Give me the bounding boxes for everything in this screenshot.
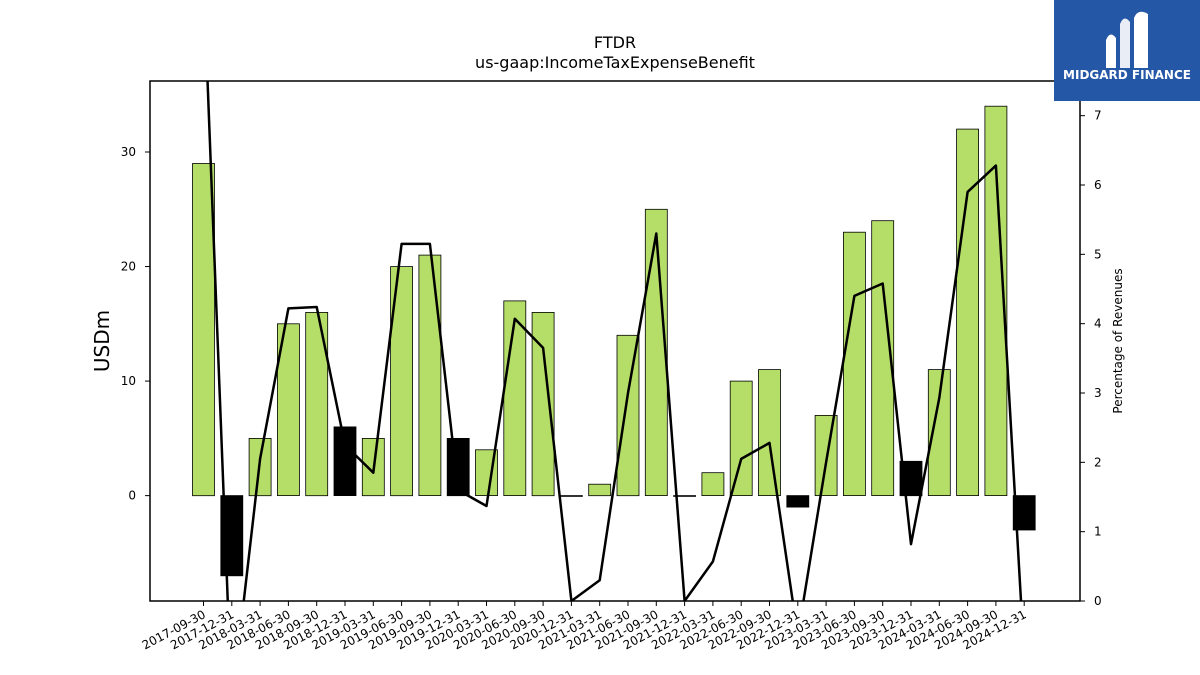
y-right-tick-label: 6: [1094, 178, 1102, 192]
y-right-tick-label: 3: [1094, 386, 1102, 400]
chart-title: FTDR: [594, 33, 636, 52]
bar-2017-09-30: [192, 163, 215, 497]
bar-2020-03-31: [475, 449, 498, 496]
bar-2024-06-30: [956, 128, 979, 497]
chart-subtitle: us-gaap:IncomeTaxExpenseBenefit: [475, 53, 755, 72]
y-right-tick-label: 7: [1094, 109, 1102, 123]
bar-2021-03-31: [588, 483, 612, 497]
x-axis: 2017-09-302017-12-312018-03-312018-06-30…: [140, 601, 1029, 652]
bar-2020-12-31: [560, 495, 583, 497]
bar-2022-09-30: [758, 369, 781, 497]
bar-2024-12-31: [1012, 495, 1036, 531]
bar-2024-03-31: [927, 369, 951, 497]
y-tick-label: 0: [128, 489, 136, 503]
bar-2018-06-30: [276, 323, 300, 496]
revenue-percentage-line: [206, 81, 1023, 601]
logo-text: MIDGARD FINANCE: [1063, 68, 1191, 82]
bar-2021-06-30: [616, 334, 640, 497]
bar-2023-09-30: [871, 220, 895, 496]
y-axis-label: USDm: [90, 310, 114, 372]
bar-2019-09-30: [418, 254, 442, 497]
y-right-tick-label: 1: [1094, 525, 1102, 539]
y-right-tick-label: 2: [1094, 455, 1102, 469]
y-axis-right-label: Percentage of Revenues: [1111, 268, 1125, 413]
bars-group: [192, 105, 1036, 577]
y-right-tick-label: 5: [1094, 247, 1102, 261]
bar-2023-06-30: [843, 231, 866, 496]
bar-2021-09-30: [644, 208, 668, 496]
y-right-tick-label: 4: [1094, 317, 1102, 331]
y-axis-left: 0 10 20 30: [121, 145, 150, 503]
y-right-tick-label: 0: [1094, 594, 1102, 608]
bar-2020-06-30: [503, 300, 527, 496]
bar-2022-12-31: [786, 495, 810, 508]
y-axis-right: 0 1 2 3 4 5 6 7: [1080, 109, 1102, 608]
bar-2022-06-30: [729, 380, 753, 497]
logo: MIDGARD FINANCE: [1054, 0, 1200, 101]
y-tick-label: 10: [121, 374, 136, 388]
y-tick-label: 30: [121, 145, 136, 159]
bar-2024-09-30: [984, 105, 1008, 496]
bar-2021-12-31: [673, 495, 696, 497]
bar-2022-03-31: [701, 472, 725, 497]
logo-mark-icon: [1106, 11, 1148, 69]
y-tick-label: 20: [121, 260, 136, 274]
plot-frame: [149, 80, 1081, 602]
bar-2018-12-31: [333, 426, 357, 496]
bar-2020-09-30: [531, 311, 555, 497]
line-group: [206, 81, 1023, 601]
bar-2019-06-30: [390, 266, 414, 497]
